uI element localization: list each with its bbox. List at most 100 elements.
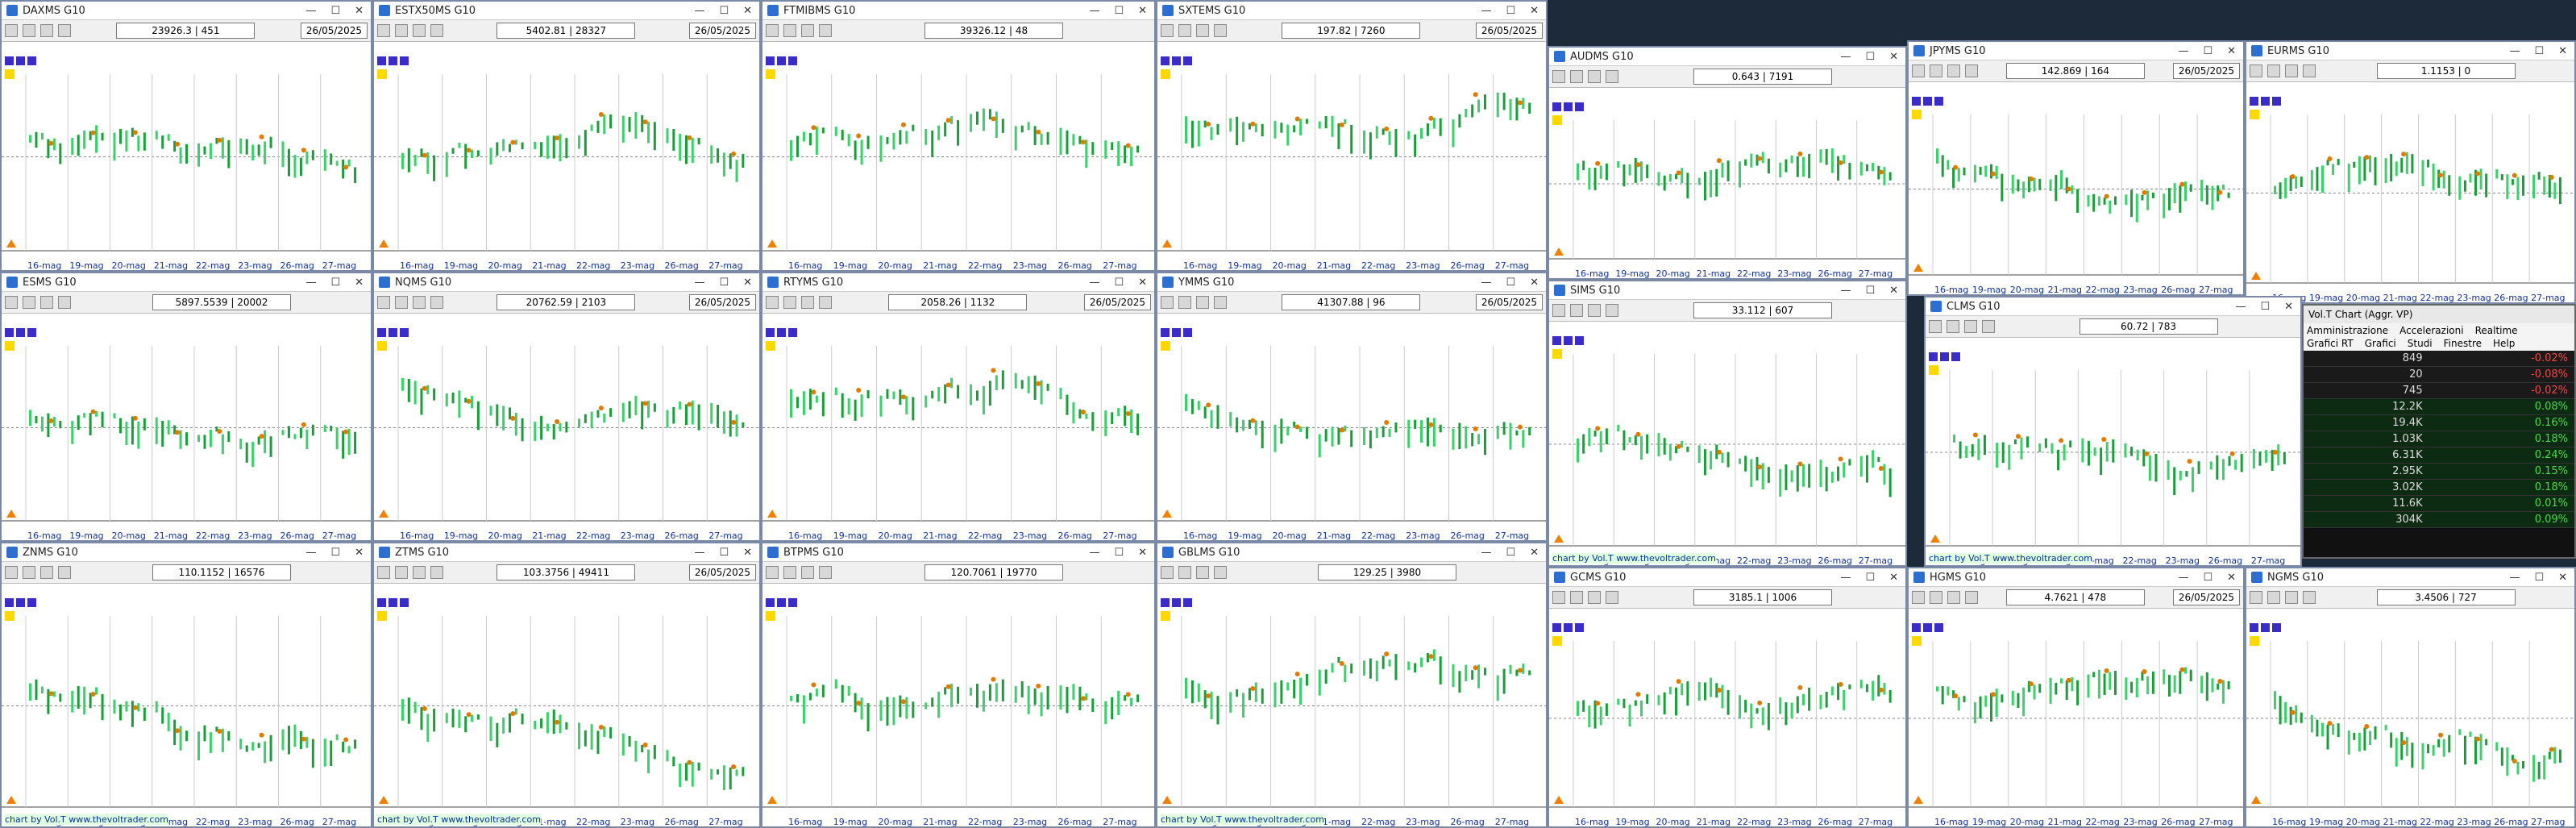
window-control[interactable]: ☐	[1506, 276, 1516, 289]
window-control[interactable]: —	[2178, 44, 2189, 57]
window-control[interactable]: —	[305, 276, 317, 289]
window-control[interactable]: ☐	[1506, 546, 1516, 559]
tool-button[interactable]	[1965, 591, 1978, 604]
window-control[interactable]: ☐	[330, 546, 341, 559]
window-control[interactable]: ☐	[1114, 276, 1124, 289]
tool-button[interactable]	[1552, 70, 1565, 83]
tool-button[interactable]	[1947, 64, 1960, 77]
tool-button[interactable]	[40, 24, 53, 37]
tool-button[interactable]	[1552, 591, 1565, 604]
window-control[interactable]: ✕	[1530, 4, 1539, 17]
window-control[interactable]: ☐	[719, 276, 729, 289]
tool-button[interactable]	[801, 566, 814, 579]
tool-button[interactable]	[1588, 70, 1601, 83]
window-control[interactable]: ☐	[1865, 571, 1876, 584]
window-control[interactable]: —	[305, 4, 317, 17]
window-control[interactable]: —	[1481, 4, 1492, 17]
tool-button[interactable]	[801, 24, 814, 37]
window-control[interactable]: ✕	[1530, 276, 1539, 289]
menu-item[interactable]: Help	[2493, 338, 2516, 349]
tool-button[interactable]	[58, 566, 71, 579]
tool-button[interactable]	[1570, 70, 1583, 83]
tool-button[interactable]	[766, 24, 779, 37]
tool-button[interactable]	[23, 24, 35, 37]
tool-button[interactable]	[783, 296, 796, 309]
window-control[interactable]: ✕	[743, 546, 752, 559]
tool-button[interactable]	[1161, 566, 1174, 579]
tool-button[interactable]	[1588, 304, 1601, 317]
tool-button[interactable]	[1930, 591, 1942, 604]
window-control[interactable]: ✕	[355, 4, 364, 17]
menu-item[interactable]: Studi	[2407, 338, 2433, 349]
date-field[interactable]: 26/05/2025	[688, 564, 756, 580]
menu-item[interactable]: Grafici	[2364, 338, 2396, 349]
tool-button[interactable]	[801, 296, 814, 309]
tool-button[interactable]	[1196, 566, 1209, 579]
tool-button[interactable]	[2250, 64, 2262, 77]
window-control[interactable]: ☐	[2534, 571, 2545, 584]
window-control[interactable]: ☐	[1865, 50, 1876, 63]
tool-button[interactable]	[2303, 591, 2316, 604]
window-control[interactable]: —	[694, 546, 705, 559]
tool-button[interactable]	[413, 24, 426, 37]
window-control[interactable]: ✕	[2284, 300, 2293, 313]
window-control[interactable]: —	[694, 276, 705, 289]
tool-button[interactable]	[1178, 296, 1191, 309]
tool-button[interactable]	[1982, 320, 1995, 333]
tool-button[interactable]	[1947, 591, 1960, 604]
tool-button[interactable]	[2285, 64, 2298, 77]
tool-button[interactable]	[430, 566, 443, 579]
tool-button[interactable]	[1964, 320, 1977, 333]
window-control[interactable]: ☐	[1114, 546, 1124, 559]
tool-button[interactable]	[377, 566, 390, 579]
window-control[interactable]: —	[2509, 571, 2520, 584]
window-control[interactable]: —	[1089, 276, 1100, 289]
tool-button[interactable]	[1606, 304, 1618, 317]
tool-button[interactable]	[2267, 64, 2280, 77]
tool-button[interactable]	[1178, 24, 1191, 37]
window-control[interactable]: ☐	[1506, 4, 1516, 17]
tool-button[interactable]	[5, 296, 18, 309]
window-control[interactable]: ✕	[1889, 284, 1898, 297]
date-field[interactable]: 26/05/2025	[688, 294, 756, 310]
window-control[interactable]: —	[1840, 50, 1851, 63]
tool-button[interactable]	[430, 24, 443, 37]
tool-button[interactable]	[58, 24, 71, 37]
tool-button[interactable]	[1912, 591, 1925, 604]
window-control[interactable]: ✕	[743, 276, 752, 289]
tool-button[interactable]	[23, 296, 35, 309]
tool-button[interactable]	[1161, 296, 1174, 309]
tool-button[interactable]	[395, 296, 408, 309]
window-control[interactable]: —	[305, 546, 317, 559]
tool-button[interactable]	[1178, 566, 1191, 579]
window-control[interactable]: ☐	[330, 4, 341, 17]
tool-button[interactable]	[2303, 64, 2316, 77]
tool-button[interactable]	[1606, 591, 1618, 604]
tool-button[interactable]	[413, 296, 426, 309]
window-control[interactable]: ✕	[2227, 571, 2236, 584]
tool-button[interactable]	[5, 566, 18, 579]
tool-button[interactable]	[1929, 320, 1942, 333]
window-control[interactable]: ✕	[2558, 44, 2567, 57]
window-control[interactable]: ☐	[1865, 284, 1876, 297]
tool-button[interactable]	[1214, 296, 1227, 309]
tool-button[interactable]	[1196, 24, 1209, 37]
tool-button[interactable]	[1552, 304, 1565, 317]
date-field[interactable]: 26/05/2025	[1475, 294, 1543, 310]
window-control[interactable]: ✕	[2558, 571, 2567, 584]
window-control[interactable]: —	[2235, 300, 2246, 313]
tool-button[interactable]	[819, 566, 832, 579]
tool-button[interactable]	[1965, 64, 1978, 77]
window-control[interactable]: ☐	[719, 4, 729, 17]
tool-button[interactable]	[1588, 591, 1601, 604]
window-control[interactable]: ☐	[2260, 300, 2271, 313]
tool-button[interactable]	[2285, 591, 2298, 604]
window-control[interactable]: —	[1481, 546, 1492, 559]
menu-item[interactable]: Amministrazione	[2307, 325, 2389, 336]
tool-button[interactable]	[413, 566, 426, 579]
tool-button[interactable]	[1196, 296, 1209, 309]
window-control[interactable]: —	[1089, 546, 1100, 559]
window-control[interactable]: —	[2178, 571, 2189, 584]
tool-button[interactable]	[377, 24, 390, 37]
window-control[interactable]: ☐	[2203, 44, 2213, 57]
